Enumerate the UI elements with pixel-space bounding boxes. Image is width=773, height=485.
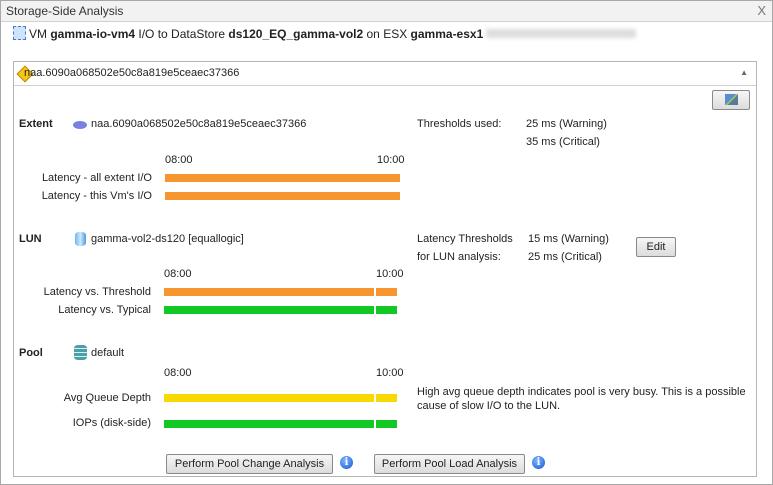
lun-database-icon: [75, 232, 86, 246]
context-header: VM gamma-io-vm4 I/O to DataStore ds120_E…: [13, 26, 637, 41]
blurred-hostname: [486, 29, 637, 38]
perform-pool-change-analysis-button[interactable]: Perform Pool Change Analysis: [166, 454, 333, 474]
pool-database-icon: [74, 345, 87, 360]
panel-header[interactable]: naa.6090a068502e50c8a819e5ceaec37366 ▲: [14, 62, 756, 86]
extent-time-start: 08:00: [165, 154, 193, 166]
lun-time-start: 08:00: [164, 268, 192, 280]
datastore-name: ds120_EQ_gamma-vol2: [228, 27, 364, 41]
extent-panel: naa.6090a068502e50c8a819e5ceaec37366 ▲: [13, 61, 757, 477]
info-icon[interactable]: i: [532, 456, 545, 469]
lun-thresholds-label: for LUN analysis:: [417, 251, 501, 263]
extent-name: naa.6090a068502e50c8a819e5ceaec37366: [91, 118, 307, 130]
critical-threshold: 35 ms (Critical): [526, 136, 600, 148]
header-text: on ESX: [363, 27, 411, 41]
vm-icon: [13, 26, 26, 40]
close-icon[interactable]: X: [757, 3, 766, 18]
esx-name: gamma-esx1: [410, 27, 484, 41]
lun-section-label: LUN: [19, 233, 42, 245]
timeline-bar-segment[interactable]: [376, 420, 397, 428]
timeline-bar-segment[interactable]: [165, 174, 400, 182]
chart-icon: [724, 94, 738, 105]
row-label: IOPs (disk-side): [72, 417, 151, 429]
perform-pool-load-analysis-button[interactable]: Perform Pool Load Analysis: [374, 454, 525, 474]
row-label: Avg Queue Depth: [63, 392, 151, 404]
title-bar: Storage-Side Analysis X: [1, 1, 772, 22]
lun-name: gamma-vol2-ds120 [equallogic]: [91, 233, 244, 245]
collapse-icon[interactable]: ▲: [740, 68, 748, 77]
lun-thresholds-label: Latency Thresholds: [417, 233, 513, 245]
timeline-bar-segment[interactable]: [376, 288, 397, 296]
panel-title: naa.6090a068502e50c8a819e5ceaec37366: [24, 67, 240, 79]
pool-section-label: Pool: [19, 347, 43, 359]
lun-warning-threshold: 15 ms (Warning): [528, 233, 609, 245]
pool-note: High avg queue depth indicates pool is v…: [417, 386, 746, 398]
warning-threshold: 25 ms (Warning): [526, 118, 607, 130]
header-text: I/O to DataStore: [135, 27, 229, 41]
info-icon[interactable]: i: [340, 456, 353, 469]
row-label: Latency - this Vm's I/O: [41, 190, 152, 202]
extent-time-end: 10:00: [377, 154, 405, 166]
extent-disk-icon: [73, 121, 87, 129]
timeline-bar-segment[interactable]: [164, 288, 374, 296]
header-text: VM: [29, 27, 51, 41]
row-label: Latency vs. Typical: [58, 304, 151, 316]
row-label: Latency - all extent I/O: [41, 172, 152, 184]
timeline-bar-segment[interactable]: [376, 306, 397, 314]
timeline-bar-segment[interactable]: [164, 420, 374, 428]
lun-time-end: 10:00: [376, 268, 404, 280]
pool-time-start: 08:00: [164, 367, 192, 379]
pool-note: cause of slow I/O to the LUN.: [417, 400, 561, 412]
edit-thresholds-button[interactable]: Edit: [636, 237, 676, 257]
vm-name: gamma-io-vm4: [50, 27, 136, 41]
timeline-bar-segment[interactable]: [164, 394, 374, 402]
chart-view-button[interactable]: [712, 90, 750, 110]
timeline-bar-segment[interactable]: [376, 394, 397, 402]
lun-critical-threshold: 25 ms (Critical): [528, 251, 602, 263]
pool-time-end: 10:00: [376, 367, 404, 379]
row-label: Latency vs. Threshold: [43, 286, 151, 298]
timeline-bar-segment[interactable]: [164, 306, 374, 314]
pool-name: default: [91, 347, 125, 359]
timeline-bar-segment[interactable]: [165, 192, 400, 200]
thresholds-label: Thresholds used:: [417, 118, 502, 130]
window-title: Storage-Side Analysis: [6, 4, 124, 18]
extent-section-label: Extent: [19, 118, 53, 130]
